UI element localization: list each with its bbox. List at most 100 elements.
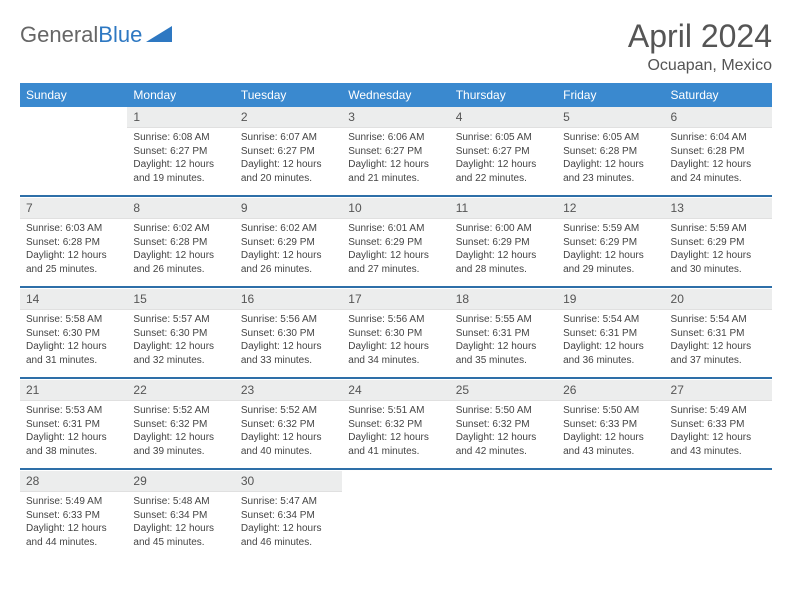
sunrise-text: Sunrise: 5:50 AM (456, 404, 551, 418)
day-number: 10 (342, 198, 449, 219)
day-cell (557, 471, 664, 559)
day-number: 26 (557, 380, 664, 401)
daylight-text-2: and 38 minutes. (26, 445, 121, 459)
sunrise-text: Sunrise: 5:55 AM (456, 313, 551, 327)
sunrise-text: Sunrise: 5:49 AM (671, 404, 766, 418)
calendar-page: GeneralBlue April 2024 Ocuapan, Mexico S… (0, 0, 792, 569)
day-cell: 7Sunrise: 6:03 AMSunset: 6:28 PMDaylight… (20, 198, 127, 286)
daylight-text-1: Daylight: 12 hours (671, 340, 766, 354)
day-cell: 21Sunrise: 5:53 AMSunset: 6:31 PMDayligh… (20, 380, 127, 468)
daylight-text-2: and 32 minutes. (133, 354, 228, 368)
daylight-text-1: Daylight: 12 hours (133, 249, 228, 263)
sunset-text: Sunset: 6:30 PM (348, 327, 443, 341)
sunset-text: Sunset: 6:29 PM (456, 236, 551, 250)
daylight-text-1: Daylight: 12 hours (26, 340, 121, 354)
daylight-text-2: and 39 minutes. (133, 445, 228, 459)
day-cell: 8Sunrise: 6:02 AMSunset: 6:28 PMDaylight… (127, 198, 234, 286)
day-body: Sunrise: 5:52 AMSunset: 6:32 PMDaylight:… (235, 401, 342, 462)
day-cell: 1Sunrise: 6:08 AMSunset: 6:27 PMDaylight… (127, 107, 234, 195)
daylight-text-2: and 27 minutes. (348, 263, 443, 277)
daylight-text-2: and 31 minutes. (26, 354, 121, 368)
daylight-text-1: Daylight: 12 hours (671, 249, 766, 263)
daylight-text-2: and 43 minutes. (563, 445, 658, 459)
sunrise-text: Sunrise: 6:05 AM (563, 131, 658, 145)
sunrise-text: Sunrise: 6:02 AM (133, 222, 228, 236)
day-body: Sunrise: 5:49 AMSunset: 6:33 PMDaylight:… (665, 401, 772, 462)
day-cell: 3Sunrise: 6:06 AMSunset: 6:27 PMDaylight… (342, 107, 449, 195)
day-number: 19 (557, 289, 664, 310)
day-body: Sunrise: 5:59 AMSunset: 6:29 PMDaylight:… (557, 219, 664, 280)
weekday-header: Monday (127, 83, 234, 107)
day-number: 21 (20, 380, 127, 401)
daylight-text-1: Daylight: 12 hours (26, 431, 121, 445)
calendar-table: Sunday Monday Tuesday Wednesday Thursday… (20, 83, 772, 559)
day-cell: 28Sunrise: 5:49 AMSunset: 6:33 PMDayligh… (20, 471, 127, 559)
sunrise-text: Sunrise: 5:58 AM (26, 313, 121, 327)
sunset-text: Sunset: 6:28 PM (671, 145, 766, 159)
day-body: Sunrise: 6:05 AMSunset: 6:28 PMDaylight:… (557, 128, 664, 189)
daylight-text-1: Daylight: 12 hours (133, 158, 228, 172)
day-cell: 18Sunrise: 5:55 AMSunset: 6:31 PMDayligh… (450, 289, 557, 377)
daylight-text-2: and 35 minutes. (456, 354, 551, 368)
sunrise-text: Sunrise: 5:56 AM (348, 313, 443, 327)
day-body: Sunrise: 6:08 AMSunset: 6:27 PMDaylight:… (127, 128, 234, 189)
sunset-text: Sunset: 6:33 PM (563, 418, 658, 432)
day-body: Sunrise: 5:50 AMSunset: 6:33 PMDaylight:… (557, 401, 664, 462)
day-number: 30 (235, 471, 342, 492)
day-number: 11 (450, 198, 557, 219)
day-number: 16 (235, 289, 342, 310)
day-body: Sunrise: 5:52 AMSunset: 6:32 PMDaylight:… (127, 401, 234, 462)
day-number-empty (342, 471, 449, 491)
day-body: Sunrise: 5:57 AMSunset: 6:30 PMDaylight:… (127, 310, 234, 371)
sunrise-text: Sunrise: 6:03 AM (26, 222, 121, 236)
daylight-text-2: and 22 minutes. (456, 172, 551, 186)
location: Ocuapan, Mexico (628, 57, 772, 75)
daylight-text-1: Daylight: 12 hours (241, 249, 336, 263)
day-number-empty (450, 471, 557, 491)
daylight-text-1: Daylight: 12 hours (133, 522, 228, 536)
logo-triangle-icon (146, 22, 172, 48)
sunset-text: Sunset: 6:30 PM (26, 327, 121, 341)
sunset-text: Sunset: 6:28 PM (26, 236, 121, 250)
sunrise-text: Sunrise: 5:59 AM (563, 222, 658, 236)
day-number-empty (665, 471, 772, 491)
daylight-text-2: and 30 minutes. (671, 263, 766, 277)
daylight-text-2: and 19 minutes. (133, 172, 228, 186)
day-number-empty (557, 471, 664, 491)
sunrise-text: Sunrise: 5:54 AM (671, 313, 766, 327)
daylight-text-2: and 29 minutes. (563, 263, 658, 277)
day-number: 23 (235, 380, 342, 401)
sunset-text: Sunset: 6:33 PM (671, 418, 766, 432)
day-cell: 29Sunrise: 5:48 AMSunset: 6:34 PMDayligh… (127, 471, 234, 559)
day-body: Sunrise: 5:55 AMSunset: 6:31 PMDaylight:… (450, 310, 557, 371)
daylight-text-1: Daylight: 12 hours (241, 431, 336, 445)
day-number-empty (20, 107, 127, 127)
day-body: Sunrise: 5:47 AMSunset: 6:34 PMDaylight:… (235, 492, 342, 553)
daylight-text-1: Daylight: 12 hours (563, 249, 658, 263)
sunset-text: Sunset: 6:29 PM (241, 236, 336, 250)
sunset-text: Sunset: 6:28 PM (133, 236, 228, 250)
day-body: Sunrise: 6:03 AMSunset: 6:28 PMDaylight:… (20, 219, 127, 280)
daylight-text-1: Daylight: 12 hours (456, 431, 551, 445)
daylight-text-2: and 41 minutes. (348, 445, 443, 459)
sunset-text: Sunset: 6:32 PM (241, 418, 336, 432)
day-number: 28 (20, 471, 127, 492)
day-cell: 15Sunrise: 5:57 AMSunset: 6:30 PMDayligh… (127, 289, 234, 377)
sunset-text: Sunset: 6:27 PM (456, 145, 551, 159)
day-body: Sunrise: 5:50 AMSunset: 6:32 PMDaylight:… (450, 401, 557, 462)
sunset-text: Sunset: 6:27 PM (241, 145, 336, 159)
page-header: GeneralBlue April 2024 Ocuapan, Mexico (20, 18, 772, 75)
sunset-text: Sunset: 6:29 PM (563, 236, 658, 250)
day-cell: 5Sunrise: 6:05 AMSunset: 6:28 PMDaylight… (557, 107, 664, 195)
daylight-text-1: Daylight: 12 hours (563, 158, 658, 172)
day-cell: 23Sunrise: 5:52 AMSunset: 6:32 PMDayligh… (235, 380, 342, 468)
week-row: 21Sunrise: 5:53 AMSunset: 6:31 PMDayligh… (20, 380, 772, 468)
daylight-text-1: Daylight: 12 hours (133, 340, 228, 354)
day-number: 12 (557, 198, 664, 219)
day-number: 1 (127, 107, 234, 128)
week-divider-line (20, 286, 772, 288)
daylight-text-2: and 33 minutes. (241, 354, 336, 368)
daylight-text-1: Daylight: 12 hours (348, 340, 443, 354)
daylight-text-2: and 40 minutes. (241, 445, 336, 459)
week-divider-line (20, 377, 772, 379)
